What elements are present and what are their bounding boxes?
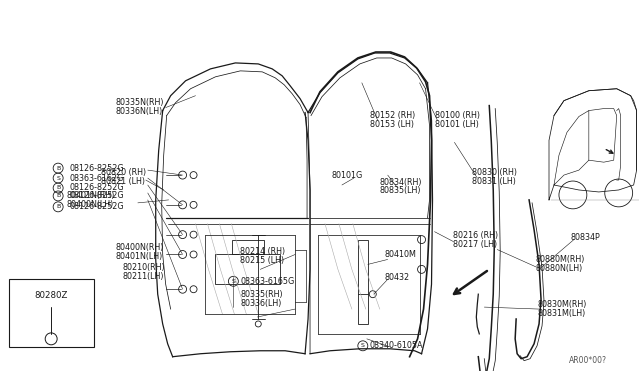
Text: 80831M(LH): 80831M(LH) (537, 308, 586, 318)
Text: 80336(LH): 80336(LH) (241, 299, 282, 308)
Text: 80830 (RH): 80830 (RH) (472, 168, 517, 177)
Text: 80880M(RH): 80880M(RH) (535, 255, 584, 264)
Bar (232, 240, 264, 254)
Text: 80215 (LH): 80215 (LH) (241, 256, 284, 265)
Text: 80835(LH): 80835(LH) (380, 186, 421, 195)
Text: 80820 (RH): 80820 (RH) (101, 168, 146, 177)
FancyBboxPatch shape (10, 279, 94, 347)
Text: 08126-8252G: 08126-8252G (69, 164, 124, 173)
Text: 80100 (RH): 80100 (RH) (435, 111, 479, 120)
Text: B: B (56, 186, 60, 190)
Text: 80152 (RH): 80152 (RH) (370, 111, 415, 120)
Text: 08126-8252G: 08126-8252G (69, 183, 124, 192)
Text: S: S (232, 279, 236, 284)
Text: 80216 (RH): 80216 (RH) (453, 231, 499, 240)
Text: S: S (56, 176, 60, 180)
Text: 80101 (LH): 80101 (LH) (435, 120, 478, 129)
Text: 80400N(LH): 80400N(LH) (66, 201, 113, 209)
Text: 08363-6162G: 08363-6162G (69, 174, 124, 183)
Text: B: B (56, 204, 60, 209)
Text: 80101G: 80101G (332, 171, 363, 180)
Text: 80335N(RH): 80335N(RH) (116, 98, 164, 107)
Text: 80410M: 80410M (385, 250, 417, 259)
Text: 80834(RH): 80834(RH) (380, 177, 422, 186)
Text: 08126-8252G: 08126-8252G (69, 192, 124, 201)
Text: S: S (361, 343, 365, 348)
Text: 80280Z: 80280Z (35, 291, 68, 300)
Text: 80400N(RH): 80400N(RH) (116, 243, 164, 252)
Text: 80880N(LH): 80880N(LH) (535, 264, 582, 273)
Text: 80401N(LH): 80401N(LH) (116, 252, 163, 261)
Text: 80217 (LH): 80217 (LH) (453, 240, 497, 249)
Bar (358, 240, 368, 324)
Text: 08126-8252G: 08126-8252G (69, 202, 124, 211)
Text: 80214 (RH): 80214 (RH) (241, 247, 285, 256)
Text: 80831 (LH): 80831 (LH) (472, 177, 516, 186)
Text: 80830M(RH): 80830M(RH) (537, 299, 586, 309)
Text: 80210(RH): 80210(RH) (123, 263, 166, 272)
Text: B: B (56, 166, 60, 171)
Text: 80211(LH): 80211(LH) (123, 272, 164, 281)
Text: 80153 (LH): 80153 (LH) (370, 120, 414, 129)
Text: B: B (56, 193, 60, 198)
Text: 08363-6165G: 08363-6165G (241, 277, 294, 286)
Text: 80834P: 80834P (571, 233, 601, 242)
Text: 80432: 80432 (385, 273, 410, 282)
Text: 80401N(RH): 80401N(RH) (66, 192, 115, 201)
Text: 80336N(LH): 80336N(LH) (116, 107, 163, 116)
Text: 80335(RH): 80335(RH) (241, 290, 283, 299)
Bar (216, 254, 280, 284)
Text: 08340-6105A: 08340-6105A (370, 341, 423, 350)
Text: 80821 (LH): 80821 (LH) (101, 177, 145, 186)
Text: AR00*00?: AR00*00? (569, 356, 607, 365)
